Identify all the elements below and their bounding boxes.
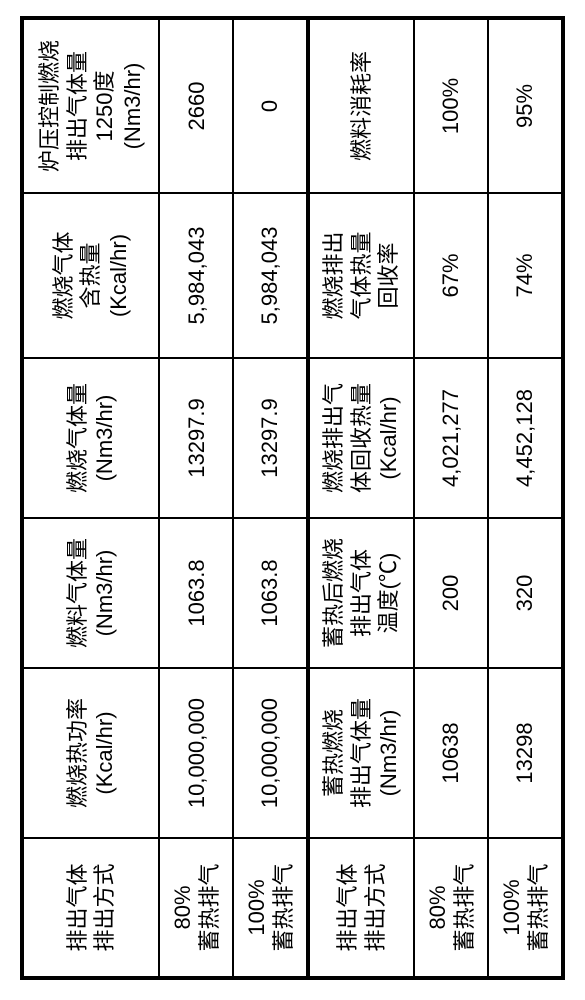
header-col2-bottom: 蓄热后燃烧排出气体温度(℃) <box>308 518 414 668</box>
header-col3-bottom: 燃烧排出气体回收热量(Kcal/hr) <box>308 358 414 518</box>
cell-method: 80%蓄热排气 <box>159 838 233 978</box>
table-row: 80%蓄热排气 10,000,000 1063.8 13297.9 5,984,… <box>159 18 233 978</box>
cell-value: 95% <box>488 18 563 193</box>
header-col1-top: 燃烧热功率(Kcal/hr) <box>22 668 159 838</box>
table-row: 100%蓄热排气 10,000,000 1063.8 13297.9 5,984… <box>233 18 308 978</box>
cell-value: 67% <box>414 193 488 358</box>
cell-value: 13298 <box>488 668 563 838</box>
cell-value: 5,984,043 <box>233 193 308 358</box>
cell-method: 80%蓄热排气 <box>414 838 488 978</box>
cell-value: 1063.8 <box>233 518 308 668</box>
header-col5-bottom: 燃料消耗率 <box>308 18 414 193</box>
table-row: 100%蓄热排气 13298 320 4,452,128 74% 95% <box>488 18 563 978</box>
header-col1-bottom: 蓄热燃烧排出气体量(Nm3/hr) <box>308 668 414 838</box>
header-col2-top: 燃料气体量(Nm3/hr) <box>22 518 159 668</box>
header-method-bottom: 排出气体排出方式 <box>308 838 414 978</box>
cell-value: 10,000,000 <box>233 668 308 838</box>
cell-value: 10638 <box>414 668 488 838</box>
data-table: 排出气体排出方式 燃烧热功率(Kcal/hr) 燃料气体量(Nm3/hr) 燃烧… <box>20 16 565 980</box>
header-col5-top: 炉压控制燃烧排出气体量1250度(Nm3/hr) <box>22 18 159 193</box>
cell-value: 5,984,043 <box>159 193 233 358</box>
header-col3-top: 燃烧气体量(Nm3/hr) <box>22 358 159 518</box>
cell-value: 74% <box>488 193 563 358</box>
cell-value: 320 <box>488 518 563 668</box>
header-method-top: 排出气体排出方式 <box>22 838 159 978</box>
cell-value: 4,452,128 <box>488 358 563 518</box>
cell-value: 100% <box>414 18 488 193</box>
cell-value: 13297.9 <box>159 358 233 518</box>
header-col4-bottom: 燃烧排出气体热量回收率 <box>308 193 414 358</box>
cell-method: 100%蓄热排气 <box>233 838 308 978</box>
table-row: 80%蓄热排气 10638 200 4,021,277 67% 100% <box>414 18 488 978</box>
header-row-bottom: 排出气体排出方式 蓄热燃烧排出气体量(Nm3/hr) 蓄热后燃烧排出气体温度(℃… <box>308 18 414 978</box>
cell-value: 4,021,277 <box>414 358 488 518</box>
header-col4-top: 燃烧气体含热量(Kcal/hr) <box>22 193 159 358</box>
cell-value: 10,000,000 <box>159 668 233 838</box>
cell-value: 200 <box>414 518 488 668</box>
cell-value: 1063.8 <box>159 518 233 668</box>
rotated-content: 排出气体排出方式 燃烧热功率(Kcal/hr) 燃料气体量(Nm3/hr) 燃烧… <box>0 0 585 1000</box>
page-container: 排出气体排出方式 燃烧热功率(Kcal/hr) 燃料气体量(Nm3/hr) 燃烧… <box>0 0 585 1000</box>
cell-value: 2660 <box>159 18 233 193</box>
cell-method: 100%蓄热排气 <box>488 838 563 978</box>
header-row-top: 排出气体排出方式 燃烧热功率(Kcal/hr) 燃料气体量(Nm3/hr) 燃烧… <box>22 18 159 978</box>
cell-value: 13297.9 <box>233 358 308 518</box>
cell-value: 0 <box>233 18 308 193</box>
